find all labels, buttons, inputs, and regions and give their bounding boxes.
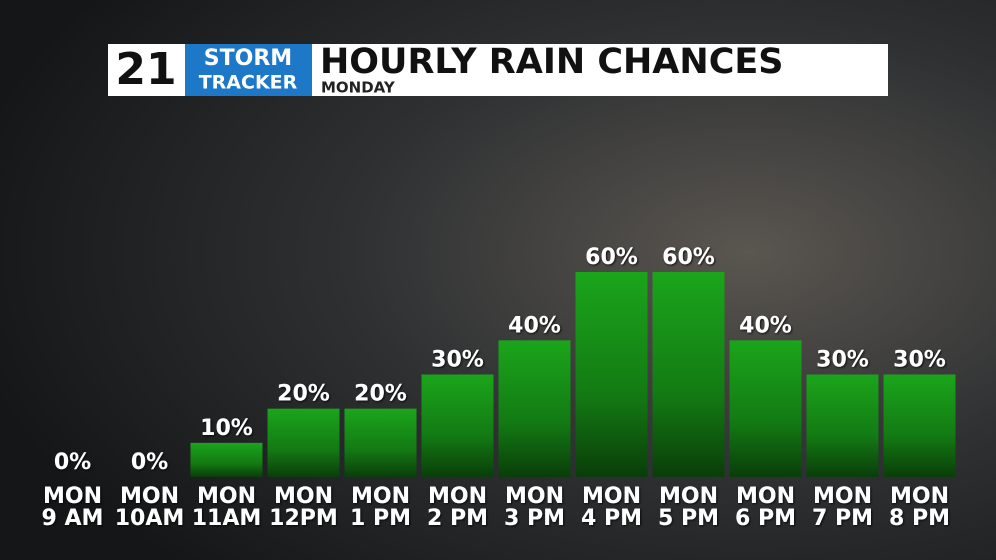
bar: [267, 408, 340, 477]
logo-line1: STORM: [204, 46, 292, 71]
x-tick-label: 7 PM: [812, 506, 873, 531]
chart-subtitle: MONDAY: [321, 79, 396, 97]
x-tick-label: MON: [582, 484, 641, 509]
logo-line2: TRACKER: [199, 72, 298, 94]
value-label: 0%: [131, 450, 168, 475]
bar: [883, 374, 956, 477]
value-label: 60%: [662, 245, 715, 270]
x-tick-label: 10AM: [115, 506, 185, 531]
value-label: 60%: [585, 245, 638, 270]
value-label: 20%: [277, 382, 330, 407]
bar: [806, 374, 879, 477]
value-label: 30%: [431, 348, 484, 373]
x-tick-label: MON: [890, 484, 949, 509]
x-tick-label: MON: [120, 484, 179, 509]
value-label: 30%: [893, 348, 946, 373]
value-label: 30%: [816, 348, 869, 373]
value-label: 0%: [54, 450, 91, 475]
x-tick-label: MON: [813, 484, 872, 509]
x-tick-label: 6 PM: [735, 506, 796, 531]
x-tick-label: 3 PM: [504, 506, 565, 531]
bar: [652, 272, 725, 477]
x-tick-label: MON: [659, 484, 718, 509]
x-tick-label: MON: [197, 484, 256, 509]
x-tick-label: MON: [43, 484, 102, 509]
x-tick-label: 11AM: [192, 506, 262, 531]
x-tick-label: 12PM: [269, 506, 338, 531]
x-tick-label: 4 PM: [581, 506, 642, 531]
x-tick-label: 5 PM: [658, 506, 719, 531]
x-tick-label: MON: [505, 484, 564, 509]
x-tick-label: MON: [428, 484, 487, 509]
logo-box: [185, 44, 312, 96]
x-tick-label: MON: [351, 484, 410, 509]
x-tick-label: MON: [736, 484, 795, 509]
bar: [344, 408, 417, 477]
x-tick-label: 9 AM: [42, 506, 104, 531]
value-label: 40%: [739, 313, 792, 338]
bar: [421, 374, 494, 477]
value-label: 10%: [200, 416, 253, 441]
value-label: 20%: [354, 382, 407, 407]
value-label: 40%: [508, 313, 561, 338]
x-tick-label: 2 PM: [427, 506, 488, 531]
bar: [575, 272, 648, 477]
chart-title: HOURLY RAIN CHANCES: [320, 42, 784, 82]
x-tick-label: 8 PM: [889, 506, 950, 531]
bar: [190, 442, 263, 477]
bar: [729, 340, 802, 477]
bar: [498, 340, 571, 477]
logo-number: 21: [115, 44, 176, 95]
x-tick-label: MON: [274, 484, 333, 509]
x-tick-label: 1 PM: [350, 506, 411, 531]
